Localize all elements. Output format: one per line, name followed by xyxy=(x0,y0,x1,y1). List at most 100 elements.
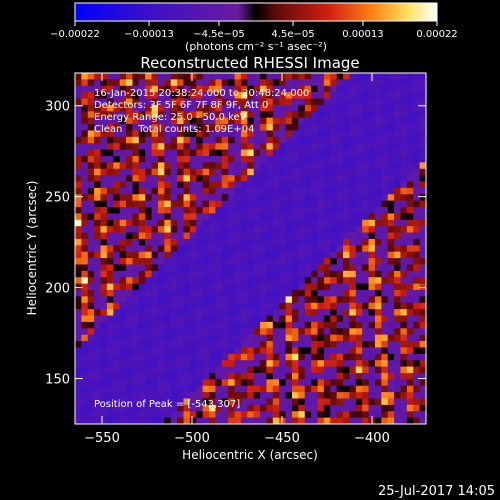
heatmap-cell xyxy=(362,79,370,87)
heatmap-cell xyxy=(189,207,197,214)
heatmap-cell xyxy=(234,111,242,119)
heatmap-cell xyxy=(387,219,395,227)
heatmap-cell xyxy=(387,226,395,234)
heatmap-cell xyxy=(374,207,382,214)
heatmap-cell xyxy=(381,404,389,412)
heatmap-cell xyxy=(151,143,159,151)
heatmap-cell xyxy=(240,321,248,329)
heatmap-cell xyxy=(343,98,351,106)
heatmap-cell xyxy=(164,309,172,317)
colorbar-ticks: −0.00022 −0.00013 −4.5e−05 4.5e−05 0.00013 0.… xyxy=(50,21,458,40)
heatmap-cell xyxy=(164,347,172,355)
heatmap-cell xyxy=(381,73,389,80)
heatmap-cell xyxy=(170,404,178,412)
heatmap-cell xyxy=(368,245,376,253)
heatmap-cell xyxy=(336,277,344,285)
heatmap-cell xyxy=(202,270,210,278)
heatmap-cell xyxy=(151,379,159,387)
heatmap-cell xyxy=(100,226,108,234)
heatmap-cell xyxy=(119,296,127,304)
heatmap-cell xyxy=(215,194,223,202)
heatmap-cell xyxy=(87,85,95,93)
heatmap-cell xyxy=(387,200,395,208)
heatmap-cell xyxy=(151,136,159,144)
heatmap-cell xyxy=(279,398,287,406)
heatmap-cell xyxy=(157,347,165,355)
heatmap-cell xyxy=(132,283,140,291)
heatmap-cell xyxy=(419,321,426,329)
heatmap-cell xyxy=(196,124,204,132)
heatmap-cell xyxy=(177,194,185,202)
heatmap-cell xyxy=(298,219,306,227)
heatmap-cell xyxy=(138,366,146,374)
heatmap-cell xyxy=(94,73,102,80)
heatmap-cell xyxy=(311,296,319,304)
heatmap-cell xyxy=(81,175,89,183)
heatmap-cell xyxy=(355,92,363,100)
heatmap-cell xyxy=(106,321,114,329)
heatmap-cell xyxy=(100,277,108,285)
heatmap-cell xyxy=(157,226,165,234)
heatmap-cell xyxy=(291,181,299,189)
heatmap-cell xyxy=(100,207,108,214)
heatmap-cell xyxy=(394,238,402,246)
heatmap-cell xyxy=(355,411,363,419)
heatmap-cell xyxy=(330,245,338,253)
heatmap-cell xyxy=(311,104,319,112)
heatmap-cell xyxy=(279,168,287,176)
heatmap-cell xyxy=(202,372,210,380)
heatmap-cell xyxy=(394,379,402,387)
heatmap-cell xyxy=(272,155,280,163)
heatmap-cell xyxy=(285,111,293,119)
heatmap-cell xyxy=(106,98,114,106)
heatmap-cell xyxy=(113,111,121,119)
heatmap-cell xyxy=(253,404,261,412)
heatmap-cell xyxy=(368,353,376,361)
heatmap-cell xyxy=(285,289,293,297)
heatmap-cell xyxy=(209,124,216,132)
heatmap-cell xyxy=(362,404,370,412)
heatmap-cell xyxy=(75,366,82,374)
heatmap-cell xyxy=(362,200,370,208)
heatmap-cell xyxy=(234,207,242,214)
heatmap-cell xyxy=(285,194,293,202)
heatmap-cell xyxy=(304,366,312,374)
heatmap-cell xyxy=(298,143,306,151)
heatmap-cell xyxy=(406,353,414,361)
heatmap-cell xyxy=(209,168,216,176)
heatmap-cell xyxy=(113,85,121,93)
heatmap-cell xyxy=(355,149,363,157)
heatmap-cell xyxy=(196,302,204,310)
heatmap-cell xyxy=(151,130,159,138)
heatmap-cell xyxy=(266,277,274,285)
heatmap-cell xyxy=(355,219,363,227)
heatmap-cell xyxy=(209,334,216,342)
heatmap-cell xyxy=(381,79,389,87)
heatmap-cell xyxy=(285,238,293,246)
heatmap-cell xyxy=(336,111,344,119)
heatmap-cell xyxy=(138,226,146,234)
heatmap-cell xyxy=(126,149,134,157)
heatmap-cell xyxy=(291,194,299,202)
heatmap-cell xyxy=(368,404,376,412)
heatmap-cell xyxy=(106,366,114,374)
heatmap-cell xyxy=(215,366,223,374)
heatmap-cell xyxy=(145,168,153,176)
heatmap-cell xyxy=(87,372,95,380)
heatmap-cell xyxy=(75,98,82,106)
heatmap-cell xyxy=(317,213,325,221)
heatmap-cell xyxy=(304,168,312,176)
heatmap-cell xyxy=(279,194,287,202)
heatmap-cell xyxy=(343,232,351,240)
heatmap-cell xyxy=(234,143,242,151)
heatmap-cell xyxy=(355,341,363,349)
heatmap-cell xyxy=(94,181,102,189)
heatmap-cell xyxy=(202,175,210,183)
heatmap-cell xyxy=(381,264,389,272)
heatmap-cell xyxy=(170,207,178,214)
heatmap-cell xyxy=(240,238,248,246)
heatmap-cell xyxy=(183,251,191,259)
heatmap-cell xyxy=(413,238,421,246)
heatmap-cell xyxy=(381,341,389,349)
